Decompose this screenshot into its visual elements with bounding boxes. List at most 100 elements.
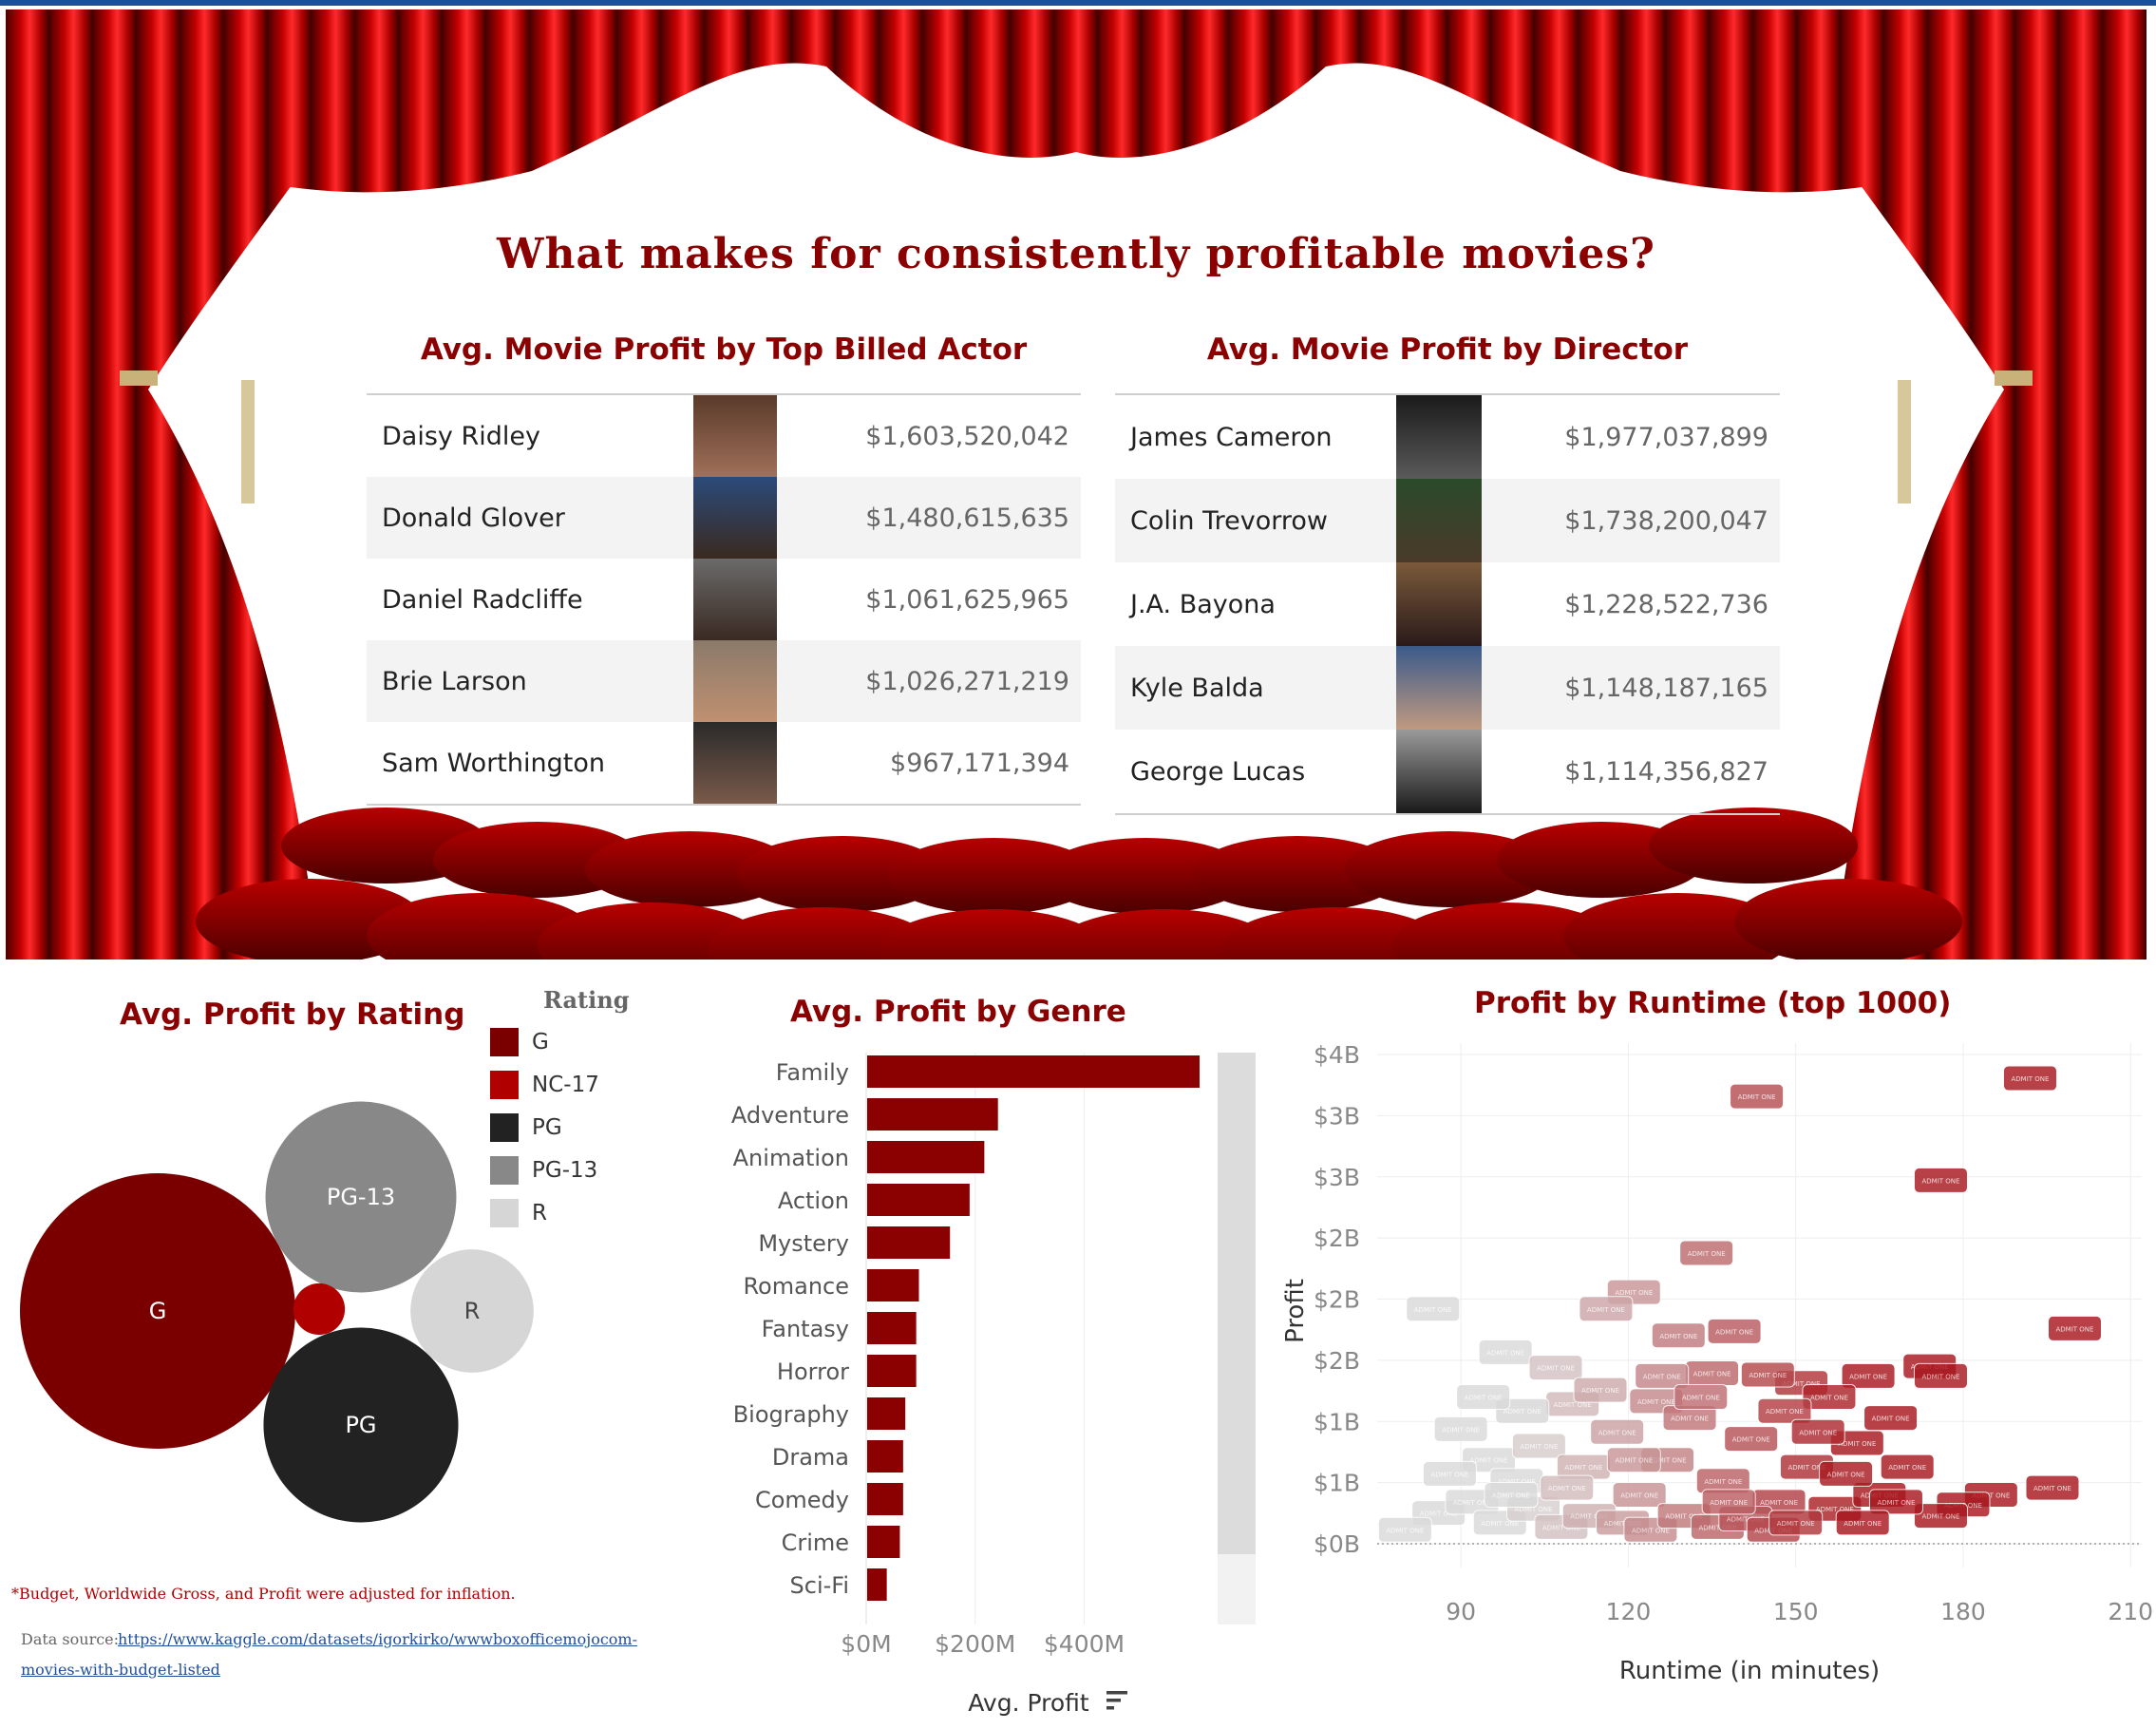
bar-action[interactable] xyxy=(867,1184,970,1216)
ticket-marker[interactable]: ADMIT ONE xyxy=(1913,1503,1968,1530)
ticket-marker[interactable]: ADMIT ONE xyxy=(1819,1460,1874,1487)
ticket-marker[interactable]: ADMIT ONE xyxy=(1511,1433,1566,1459)
bar-crime[interactable] xyxy=(867,1526,900,1558)
ticket-marker[interactable]: ADMIT ONE xyxy=(1456,1384,1511,1410)
ticket-text: ADMIT ONE xyxy=(1581,1387,1619,1395)
ticket-text: ADMIT ONE xyxy=(1698,1524,1736,1531)
ticket-marker[interactable]: ADMIT ONE xyxy=(1590,1418,1645,1445)
bar-sci-fi[interactable] xyxy=(867,1568,887,1601)
ticket-body xyxy=(1868,1489,1923,1515)
ticket-marker[interactable]: ADMIT ONE xyxy=(1913,1362,1968,1389)
ticket-marker[interactable]: ADMIT ONE xyxy=(1768,1510,1824,1536)
legend-item-r[interactable]: R xyxy=(490,1199,547,1227)
sort-icon[interactable] xyxy=(1106,1706,1114,1710)
bubble-label: R xyxy=(464,1298,481,1324)
actor-table-title: Avg. Movie Profit by Top Billed Actor xyxy=(420,332,1028,367)
ticket-text: ADMIT ONE xyxy=(1688,1250,1726,1258)
bubble-r[interactable] xyxy=(410,1249,534,1373)
x-tick-label: $200M xyxy=(935,1630,1015,1658)
legend-item-pg13[interactable]: PG-13 xyxy=(490,1156,597,1185)
ticket-marker[interactable]: ADMIT ONE xyxy=(1685,1359,1740,1386)
ticket-marker[interactable]: ADMIT ONE xyxy=(1528,1355,1583,1381)
ticket-body xyxy=(1540,1474,1595,1501)
scroll-thumb[interactable] xyxy=(1218,1053,1256,1554)
ticket-marker[interactable]: ADMIT ONE xyxy=(1863,1405,1919,1432)
ticket-marker[interactable]: ADMIT ONE xyxy=(1573,1377,1628,1403)
ticket-marker[interactable]: ADMIT ONE xyxy=(1651,1322,1706,1349)
bubble-nc-17[interactable] xyxy=(293,1282,346,1336)
ticket-marker[interactable]: ADMIT ONE xyxy=(1802,1384,1857,1410)
legend-label: PG-13 xyxy=(532,1158,598,1183)
ticket-marker[interactable]: ADMIT ONE xyxy=(1540,1474,1595,1501)
ticket-marker[interactable]: ADMIT ONE xyxy=(1701,1489,1756,1515)
ticket-marker[interactable]: ADMIT ONE xyxy=(1612,1482,1667,1508)
actor-profit: $1,480,615,635 xyxy=(865,503,1069,533)
x-tick-label: 210 xyxy=(2108,1598,2153,1625)
ticket-text: ADMIT ONE xyxy=(1587,1306,1625,1314)
ticket-text: ADMIT ONE xyxy=(1827,1471,1865,1478)
legend-item-nc17[interactable]: NC-17 xyxy=(490,1071,599,1099)
ticket-marker[interactable]: ADMIT ONE xyxy=(1635,1362,1690,1389)
legend-swatch-pg13 xyxy=(490,1156,519,1185)
ticket-marker[interactable]: ADMIT ONE xyxy=(1757,1397,1812,1424)
bar-romance[interactable] xyxy=(867,1269,919,1302)
actor-name: Daniel Radcliffe xyxy=(382,584,583,615)
data-source-link[interactable]: https://www.kaggle.com/datasets/igorkirk… xyxy=(118,1630,637,1648)
ticket-marker[interactable]: ADMIT ONE xyxy=(2002,1065,2057,1092)
ticket-marker[interactable]: ADMIT ONE xyxy=(1724,1426,1779,1453)
director-name: James Cameron xyxy=(1130,422,1333,452)
ticket-marker[interactable]: ADMIT ONE xyxy=(1707,1318,1762,1344)
theater-curtain-illustration xyxy=(6,10,2147,960)
director-photo xyxy=(1396,730,1482,813)
ticket-marker[interactable]: ADMIT ONE xyxy=(1579,1296,1634,1322)
bar-mystery[interactable] xyxy=(867,1226,951,1259)
ticket-marker[interactable]: ADMIT ONE xyxy=(1484,1482,1539,1508)
legend-item-g[interactable]: G xyxy=(490,1028,549,1056)
ticket-marker[interactable]: ADMIT ONE xyxy=(1377,1516,1432,1543)
ticket-marker[interactable]: ADMIT ONE xyxy=(1835,1510,1890,1536)
ticket-marker[interactable]: ADMIT ONE xyxy=(1790,1418,1845,1445)
ticket-text: ADMIT ONE xyxy=(1420,1510,1458,1518)
bubble-g[interactable] xyxy=(20,1173,295,1449)
ticket-text: ADMIT ONE xyxy=(1838,1440,1876,1448)
ticket-marker[interactable]: ADMIT ONE xyxy=(1740,1361,1795,1388)
y-tick-label: $3B xyxy=(1314,1102,1360,1130)
bar-adventure[interactable] xyxy=(867,1098,998,1130)
inflation-note: *Budget, Worldwide Gross, and Profit wer… xyxy=(11,1585,516,1603)
ticket-marker[interactable]: ADMIT ONE xyxy=(1674,1384,1729,1410)
director-name: George Lucas xyxy=(1130,756,1306,787)
ticket-marker[interactable]: ADMIT ONE xyxy=(1868,1489,1923,1515)
ticket-marker[interactable]: ADMIT ONE xyxy=(1478,1339,1533,1365)
ticket-body xyxy=(1730,1083,1785,1110)
ticket-marker[interactable]: ADMIT ONE xyxy=(1841,1362,1896,1389)
ticket-text: ADMIT ONE xyxy=(1844,1520,1882,1528)
actor-photo xyxy=(693,395,777,477)
bar-biography[interactable] xyxy=(867,1397,906,1430)
bubble-pg-13[interactable] xyxy=(265,1101,457,1293)
bar-fantasy[interactable] xyxy=(867,1312,917,1344)
bar-comedy[interactable] xyxy=(867,1483,903,1515)
ticket-marker[interactable]: ADMIT ONE xyxy=(1606,1447,1661,1473)
ticket-marker[interactable]: ADMIT ONE xyxy=(1433,1416,1488,1442)
ticket-body xyxy=(1724,1426,1779,1453)
genre-label: Action xyxy=(778,1188,849,1214)
ticket-marker[interactable]: ADMIT ONE xyxy=(1406,1296,1461,1322)
ticket-marker[interactable]: ADMIT ONE xyxy=(1913,1167,1968,1193)
ticket-marker[interactable]: ADMIT ONE xyxy=(1679,1240,1734,1266)
bubble-pg[interactable] xyxy=(263,1327,459,1523)
ticket-marker[interactable]: ADMIT ONE xyxy=(1880,1454,1935,1480)
bar-drama[interactable] xyxy=(867,1440,903,1472)
ticket-text: ADMIT ONE xyxy=(1777,1520,1815,1528)
bar-horror[interactable] xyxy=(867,1355,917,1387)
data-source-link-cont[interactable]: movies-with-budget-listed xyxy=(21,1661,220,1679)
legend-item-pg[interactable]: PG xyxy=(490,1113,562,1142)
bar-family[interactable] xyxy=(867,1055,1200,1088)
sort-icon[interactable] xyxy=(1106,1691,1127,1695)
bar-animation[interactable] xyxy=(867,1141,985,1173)
ticket-marker[interactable]: ADMIT ONE xyxy=(2025,1474,2080,1501)
ticket-marker[interactable]: ADMIT ONE xyxy=(1730,1083,1785,1110)
rating-chart-title: Avg. Profit by Rating xyxy=(120,998,465,1032)
ticket-marker[interactable]: ADMIT ONE xyxy=(1422,1460,1477,1487)
sort-icon[interactable] xyxy=(1106,1699,1121,1702)
ticket-marker[interactable]: ADMIT ONE xyxy=(2047,1315,2102,1341)
